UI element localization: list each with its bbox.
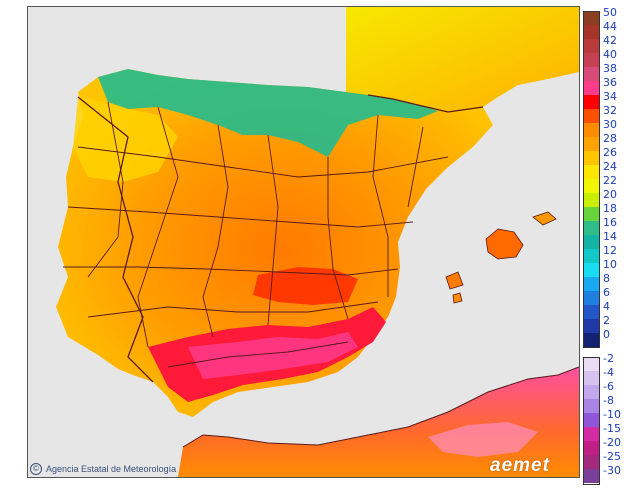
legend-swatch — [583, 95, 599, 109]
legend-label: 6 — [603, 286, 610, 299]
mallorca — [485, 228, 524, 260]
legend-swatch — [583, 441, 599, 455]
legend-label: 40 — [603, 48, 617, 61]
credit-text: Agencia Estatal de Meteorología — [46, 464, 177, 474]
legend-swatch — [583, 263, 599, 277]
legend-swatch — [583, 193, 599, 207]
legend-label: 20 — [603, 188, 617, 201]
legend-swatch — [583, 357, 599, 371]
legend-swatch — [583, 67, 599, 81]
menorca — [532, 211, 557, 226]
france-region — [346, 7, 579, 112]
andalusia-hot-core — [188, 332, 358, 379]
legend-swatch — [583, 455, 599, 469]
legend-swatch — [583, 123, 599, 137]
aemet-logo: aemet — [490, 455, 550, 476]
legend-label: 10 — [603, 258, 617, 271]
legend-label: -10 — [603, 408, 621, 421]
legend-swatch — [583, 291, 599, 305]
legend-label: 18 — [603, 202, 617, 215]
legend-label: 24 — [603, 160, 617, 173]
temperature-map — [27, 6, 580, 478]
legend-swatch — [583, 427, 599, 441]
legend-label: 30 — [603, 118, 617, 131]
legend-label: 28 — [603, 132, 617, 145]
ibiza — [445, 271, 464, 290]
africa-coast-border — [182, 366, 579, 448]
legend-swatch — [583, 221, 599, 235]
legend-swatch — [583, 305, 599, 319]
legend-label: 22 — [603, 174, 617, 187]
legend-swatch — [583, 81, 599, 95]
legend-swatch — [583, 151, 599, 165]
africa-cool-mountains — [428, 422, 538, 457]
legend-label: 16 — [603, 216, 617, 229]
legend-swatch — [583, 249, 599, 263]
formentera — [452, 292, 463, 304]
copyright-icon: © — [30, 463, 42, 475]
legend-label: 14 — [603, 230, 617, 243]
legend-swatch — [583, 165, 599, 179]
legend-label: 2 — [603, 314, 610, 327]
legend-label: -30 — [603, 464, 621, 477]
province-borders — [63, 101, 449, 368]
credit-line: © Agencia Estatal de Meteorología — [30, 463, 176, 475]
pyrenees-border — [367, 94, 484, 113]
legend-swatch — [583, 413, 599, 427]
legend-swatch — [583, 399, 599, 413]
portugal-border — [77, 96, 154, 383]
legend-swatch — [583, 53, 599, 67]
temperature-legend: 50 44 42 40 38 36 34 32 30 28 26 24 22 20 18 16 14 12 10 8 6… — [583, 7, 630, 488]
legend-swatch — [583, 469, 599, 483]
legend-swatch — [583, 109, 599, 123]
legend-label: 36 — [603, 76, 617, 89]
legend-label: -15 — [603, 422, 621, 435]
legend-label: -20 — [603, 436, 621, 449]
legend-swatch — [583, 179, 599, 193]
legend-swatch — [583, 333, 599, 347]
central-hot-zone — [253, 267, 358, 305]
legend-label: 44 — [603, 20, 617, 33]
map-canvas — [56, 7, 579, 477]
legend-swatch — [583, 137, 599, 151]
legend-swatch — [583, 25, 599, 39]
legend-swatch — [583, 385, 599, 399]
legend-label: -25 — [603, 450, 621, 463]
galicia-warm-zone — [73, 97, 178, 182]
legend-label: -2 — [603, 352, 614, 365]
legend-label: 42 — [603, 34, 617, 47]
legend-label: 50 — [603, 6, 617, 19]
legend-label: 26 — [603, 146, 617, 159]
legend-swatch — [583, 319, 599, 333]
legend-swatch — [583, 371, 599, 385]
legend-label: 4 — [603, 300, 610, 313]
legend-label: -8 — [603, 394, 614, 407]
legend-swatch — [583, 11, 599, 25]
cantabrian-cool-zone — [98, 69, 438, 157]
legend-swatch — [583, 39, 599, 53]
legend-label: 12 — [603, 244, 617, 257]
legend-label: 38 — [603, 62, 617, 75]
legend-label: -6 — [603, 380, 614, 393]
legend-label: 34 — [603, 90, 617, 103]
legend-label: 0 — [603, 328, 610, 341]
legend-label: -4 — [603, 366, 614, 379]
legend-swatch — [583, 235, 599, 249]
legend-label: 8 — [603, 272, 610, 285]
legend-swatch — [583, 207, 599, 221]
legend-label: 32 — [603, 104, 617, 117]
legend-swatch — [583, 277, 599, 291]
